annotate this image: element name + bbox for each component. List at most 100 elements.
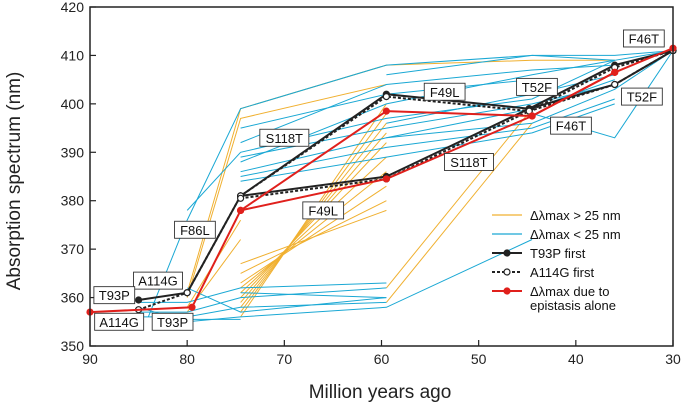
gt25-line: [240, 171, 387, 289]
y-tick-label: 360: [61, 290, 85, 306]
mutation-label-text: F46T: [556, 119, 586, 134]
a114g_first-point: [183, 289, 191, 297]
mutation-label-text: T52F: [627, 90, 657, 105]
legend: Δλmax > 25 nm Δλmax < 25 nm T93P first A114…: [492, 208, 621, 313]
mutation-label-box: [93, 286, 136, 305]
t93p_first-point: [134, 296, 143, 304]
series-lines: [86, 44, 677, 316]
lt25-line: [240, 59, 615, 163]
mutation-label-box: [259, 128, 310, 147]
lt25-line: [240, 64, 615, 144]
mutation-label-text: S118T: [266, 131, 303, 146]
legend-entry: Δλmax < 25 nm: [492, 227, 621, 242]
x-tick-label: 90: [82, 351, 98, 367]
mutation-label-text: S118T: [450, 155, 487, 170]
lt25-line: [147, 50, 674, 318]
legend-label: A114G first: [530, 265, 594, 280]
mutation-label: A114G: [133, 271, 183, 290]
legend-entry: T93P first: [492, 246, 586, 261]
legend-label-line2: epistasis alone: [530, 298, 616, 313]
mutation-label: T52F: [621, 87, 663, 106]
epistasis-point: [528, 112, 536, 120]
epistasis-point: [188, 303, 196, 311]
legend-label: T93P first: [530, 246, 586, 261]
mutation-label: T93P: [151, 312, 194, 331]
lt25-line: [186, 287, 387, 313]
a114g_first-point: [237, 194, 245, 202]
lt25-line: [240, 50, 674, 173]
y-tick-label: 410: [61, 47, 85, 63]
x-tick-label: 50: [471, 351, 487, 367]
mutation-label-text: T93P: [99, 288, 130, 303]
mutation-label: F46T: [550, 116, 592, 135]
axes: 90 80 70 60 50 40 30 350 360 370 380 390 400 410 420: [61, 0, 681, 367]
gt25-line: [240, 185, 387, 284]
gt25-line: [240, 209, 387, 265]
a114g_first-point: [382, 92, 390, 101]
epistasis-line: [240, 71, 616, 212]
a114g_first-line: [240, 49, 674, 200]
gt25-line: [240, 142, 387, 298]
lt25-line: [240, 292, 387, 299]
mutation-label-text: T93P: [157, 315, 188, 330]
mutation-label-box: [516, 77, 558, 96]
legend-label: Δλmax < 25 nm: [530, 227, 621, 242]
mutation-label: F49L: [423, 82, 466, 101]
y-tick-label: 370: [61, 241, 85, 257]
mutation-label-text: F86L: [180, 223, 210, 238]
mutation-label-text: A114G: [99, 315, 139, 330]
mutation-label-text: F49L: [430, 85, 460, 100]
legend-entry: Δλmax > 25 nm: [492, 208, 621, 223]
y-tick-label: 390: [61, 144, 85, 160]
lt25-line: [138, 282, 387, 303]
a114g_first-point: [611, 80, 619, 89]
epistasis-point: [611, 68, 619, 76]
x-axis-title: Million years ago: [309, 382, 452, 403]
x-tick-label: 80: [179, 351, 195, 367]
y-tick-label: 380: [61, 193, 85, 209]
mutation-label: S118T: [444, 153, 494, 171]
mutation-label-box: [423, 82, 466, 101]
x-tick-label: 70: [277, 351, 293, 367]
annotations: F46T F49L T52F T52F F46T S118T S118T F49L F86L A1…: [93, 29, 665, 331]
x-tick-label: 60: [374, 351, 390, 367]
mutation-label: S118T: [259, 128, 310, 147]
mutation-label-text: F49L: [308, 203, 338, 218]
mutation-label-box: [550, 116, 592, 135]
mutation-label: F86L: [174, 220, 216, 239]
y-tick-label: 400: [61, 96, 85, 112]
mutation-label: A114G: [94, 312, 145, 331]
lt25-line: [386, 54, 615, 76]
mutation-label-box: [94, 312, 145, 331]
legend-marker: [503, 249, 511, 257]
epistasis-point: [382, 175, 390, 183]
gt25-line: [386, 108, 533, 289]
y-tick-label: 350: [61, 338, 85, 354]
x-tick-label: 40: [568, 351, 584, 367]
mutation-label: F49L: [302, 201, 345, 220]
y-tick-label: 420: [61, 0, 85, 15]
gt25-line: [386, 122, 533, 303]
legend-marker: [503, 287, 511, 295]
mutation-label-box: [621, 87, 663, 106]
t93p_first-line: [138, 49, 674, 301]
mutation-label: T52F: [516, 77, 558, 96]
mutation-label-box: [302, 201, 345, 220]
mutation-label-box: [444, 153, 494, 171]
mutation-label-box: [133, 271, 183, 290]
mutation-label-box: [174, 220, 216, 239]
mutation-label-text: F46T: [629, 31, 659, 46]
mutation-label-box: [623, 29, 665, 48]
legend-entry: A114G first: [492, 265, 594, 280]
mutation-label: T93P: [93, 286, 136, 305]
x-tick-label: 30: [665, 351, 681, 367]
epistasis-point: [382, 107, 390, 115]
legend-label: Δλmax due to: [530, 284, 610, 299]
legend-label: Δλmax > 25 nm: [530, 208, 621, 223]
lt25-line: [138, 287, 387, 313]
mutation-label-text: A114G: [138, 274, 178, 289]
legend-marker: [503, 268, 511, 276]
y-axis-title: Absorption spectrum (nm): [4, 72, 25, 291]
